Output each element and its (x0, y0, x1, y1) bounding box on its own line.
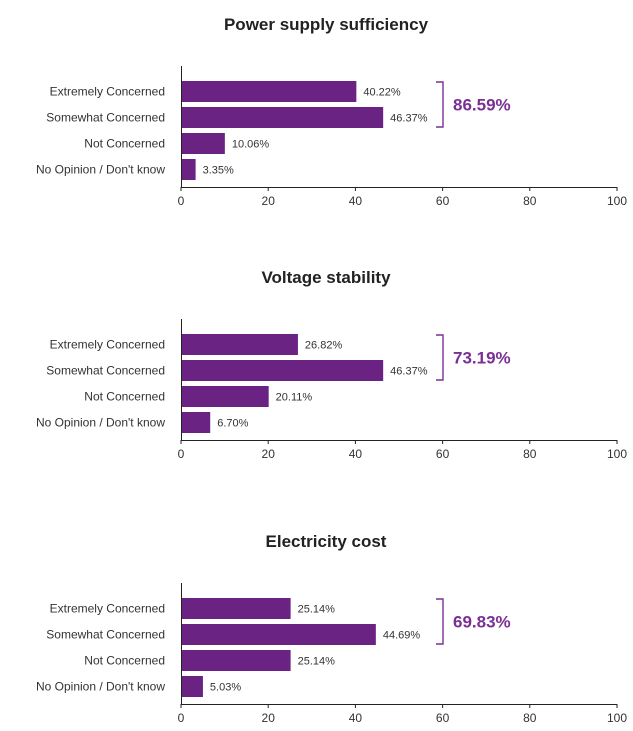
x-tick-label: 0 (178, 447, 185, 461)
total-label: 73.19% (453, 349, 511, 368)
data-label: 10.06% (232, 139, 270, 151)
x-tick-label: 80 (523, 194, 537, 208)
data-label: 5.03% (210, 682, 241, 694)
bar (181, 676, 203, 697)
total-bracket (436, 81, 444, 128)
category-label: Somewhat Concerned (46, 364, 165, 378)
category-label: Extremely Concerned (50, 338, 165, 352)
data-label: 25.14% (298, 604, 336, 616)
chart-title: Voltage stability (261, 268, 391, 287)
data-label: 40.22% (363, 87, 401, 99)
chart-title: Power supply sufficiency (224, 15, 429, 34)
x-tick-label: 20 (262, 194, 276, 208)
bar (181, 81, 357, 102)
bar (181, 650, 291, 671)
category-label: Somewhat Concerned (46, 628, 165, 642)
bar (181, 598, 291, 619)
data-label: 3.35% (203, 165, 234, 177)
bar (181, 107, 384, 128)
x-tick-label: 40 (349, 711, 363, 725)
data-label: 20.11% (276, 392, 313, 404)
chart-panel: Voltage stability Extremely Concerned 26.8… (36, 268, 627, 461)
data-label: 46.37% (390, 113, 428, 125)
x-tick-label: 20 (262, 447, 276, 461)
category-label: No Opinion / Don't know (36, 163, 165, 177)
category-label: Somewhat Concerned (46, 111, 165, 125)
bar (181, 159, 196, 180)
x-tick-label: 60 (436, 194, 450, 208)
category-label: No Opinion / Don't know (36, 416, 165, 430)
x-tick-label: 40 (349, 447, 363, 461)
x-tick-label: 80 (523, 447, 537, 461)
x-tick-label: 80 (523, 711, 537, 725)
category-label: No Opinion / Don't know (36, 680, 165, 694)
chart-panel: Power supply sufficiency Extremely Concer… (36, 15, 627, 208)
category-label: Not Concerned (84, 137, 165, 151)
category-label: Extremely Concerned (50, 602, 165, 616)
category-label: Not Concerned (84, 654, 165, 668)
chart-title: Electricity cost (266, 532, 387, 551)
data-label: 46.37% (390, 366, 428, 378)
category-label: Extremely Concerned (50, 85, 165, 99)
x-tick-label: 100 (607, 711, 627, 725)
bar (181, 133, 225, 154)
x-tick-label: 20 (262, 711, 276, 725)
bar (181, 412, 211, 433)
bar (181, 624, 376, 645)
x-tick-label: 0 (178, 711, 185, 725)
data-label: 25.14% (298, 656, 336, 668)
data-label: 44.69% (383, 630, 421, 642)
chart-panel: Electricity cost Extremely Concerned 25.14… (36, 532, 627, 725)
total-label: 69.83% (453, 613, 511, 632)
total-bracket (436, 598, 444, 645)
x-tick-label: 0 (178, 194, 185, 208)
category-label: Not Concerned (84, 390, 165, 404)
x-tick-label: 100 (607, 194, 627, 208)
bar (181, 334, 298, 355)
x-tick-label: 100 (607, 447, 627, 461)
total-label: 86.59% (453, 96, 511, 115)
bar (181, 360, 384, 381)
x-tick-label: 60 (436, 447, 450, 461)
total-bracket (436, 334, 444, 381)
x-tick-label: 60 (436, 711, 450, 725)
x-tick-label: 40 (349, 194, 363, 208)
data-label: 6.70% (217, 418, 248, 430)
bar (181, 386, 269, 407)
data-label: 26.82% (305, 340, 343, 352)
